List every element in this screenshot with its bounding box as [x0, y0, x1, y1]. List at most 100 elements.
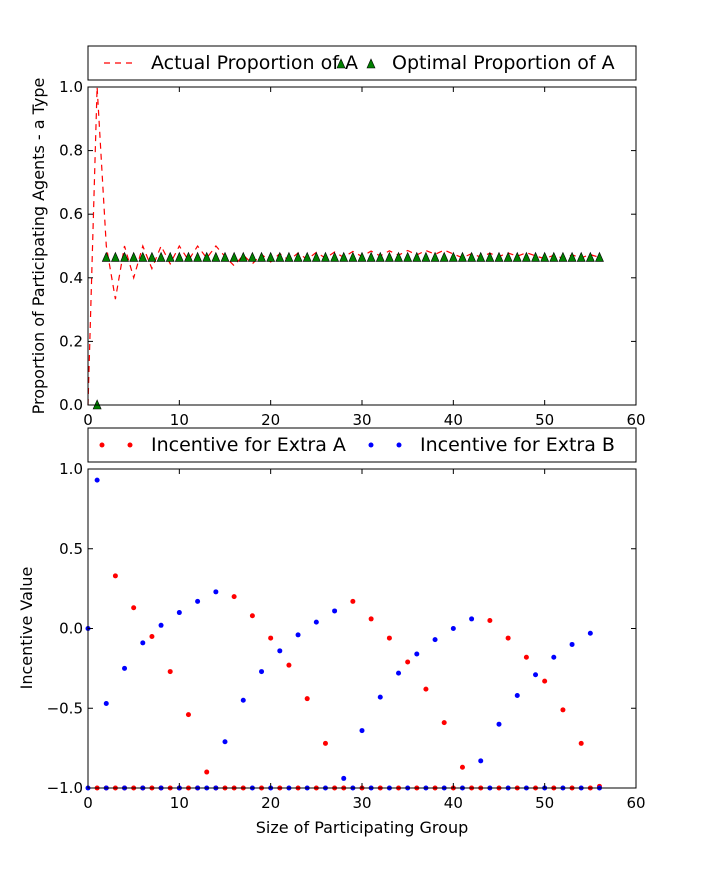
y-tick-label: 0.0: [59, 396, 83, 414]
incentive-extra-b-point: [158, 622, 164, 628]
incentive-extra-b-point: [213, 589, 219, 595]
incentive-extra-a-point: [350, 598, 356, 604]
incentive-x-axis-label: Size of Participating Group: [256, 818, 468, 837]
x-tick-label: 60: [626, 794, 645, 812]
x-tick-label: 0: [83, 411, 93, 429]
incentive-extra-b-point: [396, 670, 402, 676]
optimal-proportion-marker: [540, 251, 550, 262]
incentive-extra-b-point: [332, 608, 338, 614]
optimal-proportion-marker: [330, 251, 340, 262]
optimal-proportion-marker: [110, 251, 120, 262]
incentive-extra-b-point: [313, 619, 319, 625]
incentive-extra-b-point: [478, 758, 484, 764]
optimal-proportion-marker: [156, 251, 166, 262]
incentive-extra-b-point: [551, 654, 557, 660]
x-tick-label: 10: [170, 794, 189, 812]
proportion-y-ticks: 0.0 0.2 0.4 0.6 0.8 1.0: [59, 78, 636, 414]
incentive-extra-b-point: [469, 616, 475, 622]
optimal-proportion-marker: [266, 251, 276, 262]
x-tick-label: 50: [535, 411, 554, 429]
optimal-proportion-marker: [403, 251, 413, 262]
incentive-extra-b-point: [341, 775, 347, 781]
optimal-proportion-marker: [293, 251, 303, 262]
y-tick-label: 1.0: [59, 78, 83, 96]
optimal-proportion-marker: [101, 251, 111, 262]
optimal-proportion-marker: [348, 251, 358, 262]
optimal-proportion-marker: [339, 251, 349, 262]
optimal-proportion-marker: [138, 251, 148, 262]
incentive-extra-a-point: [149, 633, 155, 639]
incentive-extra-a-point: [523, 654, 529, 660]
y-tick-label: 0.0: [59, 620, 83, 638]
incentive-x-ticks: 0 10 20 30 40 50 60: [83, 469, 646, 812]
incentive-legend-box: [87, 427, 637, 463]
optimal-proportion-marker: [558, 251, 568, 262]
proportion-x-ticks: 0 10 20 30 40 50 60: [83, 87, 646, 429]
incentive-extra-a-point: [231, 594, 237, 600]
incentive-extra-b-point: [450, 626, 456, 631]
optimal-proportion-marker: [238, 251, 248, 262]
optimal-proportion-marker: [430, 251, 440, 262]
optimal-proportion-marker: [120, 251, 129, 262]
incentive-extra-b-point: [195, 598, 201, 604]
incentive-extra-b-point: [587, 630, 593, 636]
y-tick-label: 0.5: [59, 540, 83, 558]
incentive-extra-a-point: [286, 662, 292, 668]
x-tick-label: 50: [535, 794, 554, 812]
incentive-extra-a-point: [386, 635, 392, 641]
incentive-extra-b-point: [176, 610, 182, 616]
optimal-proportion-marker: [321, 251, 330, 262]
incentive-extra-b-point: [414, 651, 420, 657]
incentive-extra-a-point: [204, 769, 210, 775]
incentive-extra-b-point: [222, 739, 228, 745]
legend-extra-b-marker-2: [396, 442, 402, 448]
incentive-extra-b-point: [122, 665, 128, 671]
optimal-proportion-marker: [311, 251, 321, 262]
incentive-y-ticks: −1.0 −0.5 0.0 0.5 1.0: [47, 460, 636, 797]
incentive-extra-b-point: [569, 641, 575, 647]
y-tick-label: −1.0: [47, 779, 83, 797]
optimal-proportion-marker: [448, 251, 458, 262]
optimal-proportion-marker: [412, 251, 422, 262]
x-tick-label: 0: [83, 794, 93, 812]
incentive-extra-a-point: [441, 720, 447, 726]
optimal-proportion-marker: [165, 251, 175, 262]
incentive-extra-a-point: [487, 618, 493, 624]
incentive-extra-b-point: [277, 648, 283, 654]
incentive-extra-a-point: [268, 635, 274, 641]
incentive-extra-b-point: [240, 697, 246, 703]
incentive-extra-b-point: [94, 477, 100, 483]
x-tick-label: 20: [261, 794, 280, 812]
incentive-plot-marks: [85, 477, 602, 791]
y-tick-label: 0.6: [59, 205, 83, 223]
legend-extra-b-label: Incentive for Extra B: [420, 434, 615, 456]
incentive-extra-a-point: [322, 740, 328, 746]
x-tick-label: 10: [170, 411, 189, 429]
incentive-extra-b-point: [103, 700, 109, 706]
y-tick-label: −0.5: [47, 699, 83, 717]
optimal-proportion-marker: [184, 251, 193, 262]
incentive-legend: Incentive for Extra A Incentive for Extr…: [87, 427, 637, 463]
incentive-extra-a-point: [459, 764, 465, 770]
optimal-proportion-marker: [384, 251, 394, 262]
incentive-chart: 0 10 20 30 40 50 60 −1.0 −0.5 0.0 0.5 1.0 Incentiv…: [17, 427, 646, 837]
optimal-proportion-marker: [193, 251, 203, 262]
actual-proportion-line: [87, 86, 600, 406]
optimal-proportion-marker: [375, 251, 385, 262]
optimal-proportion-marker: [476, 251, 486, 262]
optimal-proportion-marker: [512, 251, 522, 262]
x-tick-label: 60: [626, 411, 645, 429]
x-tick-label: 30: [352, 411, 371, 429]
incentive-extra-a-point: [112, 573, 118, 579]
optimal-proportion-marker: [129, 251, 139, 262]
incentive-y-axis-label: Incentive Value: [17, 567, 36, 690]
optimal-proportion-marker: [357, 251, 367, 262]
optimal-proportion-marker: [595, 251, 604, 262]
optimal-proportion-marker: [247, 251, 257, 262]
proportion-y-axis-label: Proportion of Participating Agents - a T…: [29, 78, 48, 415]
incentive-extra-a-point: [542, 678, 548, 684]
optimal-proportion-marker: [202, 251, 212, 262]
incentive-extra-a-point: [578, 740, 584, 746]
optimal-proportion-marker: [302, 251, 312, 262]
